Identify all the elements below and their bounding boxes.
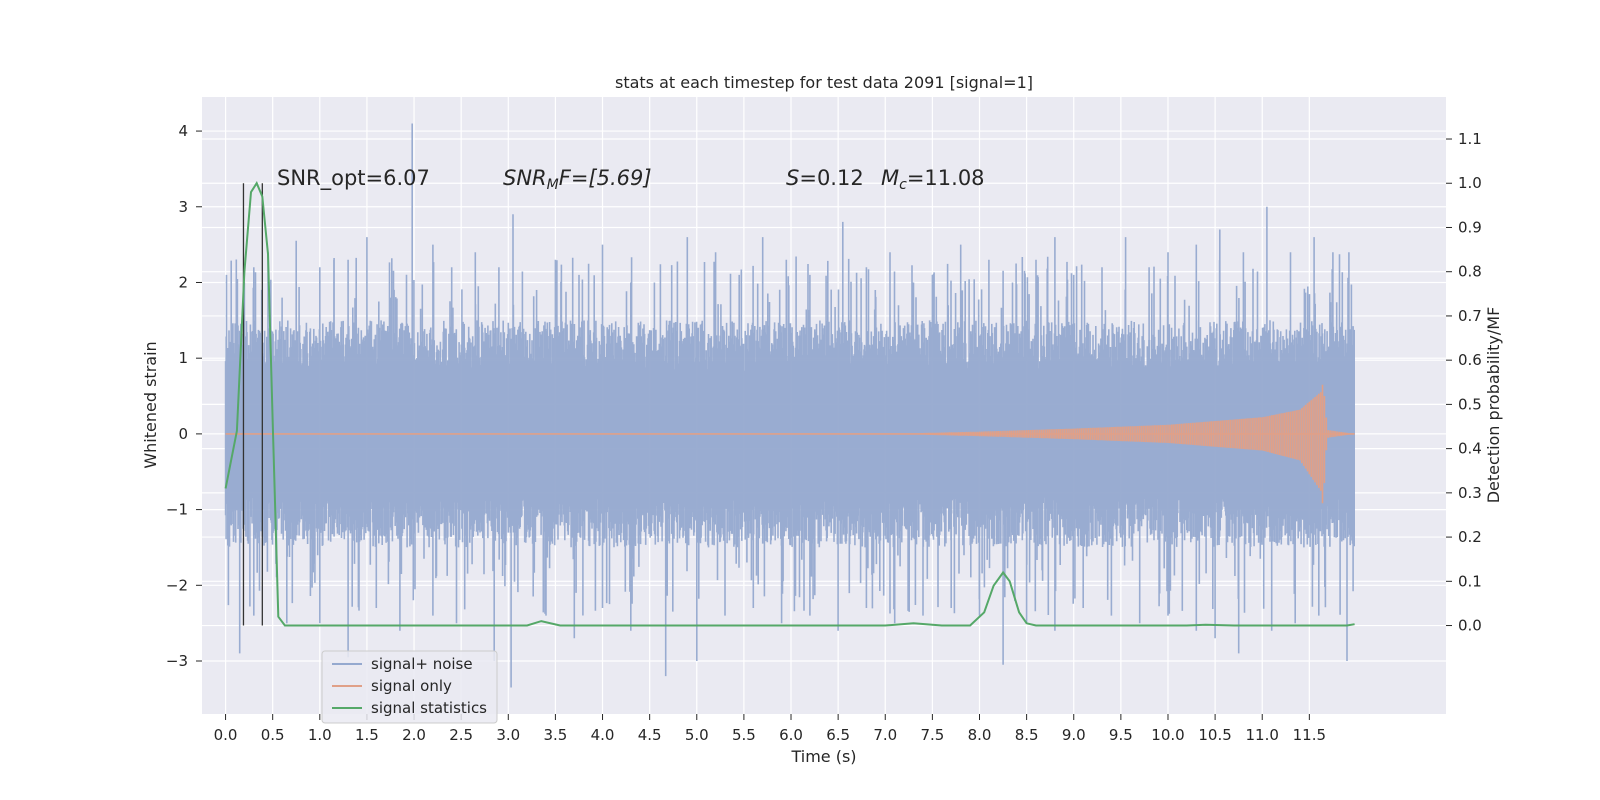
annotation-snr-mf-sub: M xyxy=(547,177,559,193)
x-tick-label: 11.0 xyxy=(1246,726,1279,744)
x-tick-label: 1.0 xyxy=(308,726,332,744)
x-tick-label: 11.5 xyxy=(1293,726,1326,744)
y2-tick-label: 0.3 xyxy=(1458,484,1482,502)
y2-tick-label: 0.8 xyxy=(1458,263,1482,281)
y-tick-label: 1 xyxy=(178,349,188,367)
y2-tick-label: 1.0 xyxy=(1458,174,1482,192)
y2-axis-label: Detection probability/MF xyxy=(1484,307,1503,504)
legend-box xyxy=(321,650,498,724)
annotation-mc-sub: c xyxy=(899,177,907,193)
annotation-mc: Mc=11.08 xyxy=(881,166,985,193)
x-tick-label: 5.5 xyxy=(732,726,756,744)
x-tick-label: 2.5 xyxy=(449,726,473,744)
series-signal-statistics-line xyxy=(224,181,1355,627)
y2-tick-label: 0.0 xyxy=(1458,617,1482,635)
y2-tick-label: 0.6 xyxy=(1458,351,1482,369)
x-tick-label: 3.5 xyxy=(543,726,567,744)
legend: signal+ noise signal only signal statist… xyxy=(321,650,498,724)
annotation-snr-mf-main: SNR xyxy=(503,166,547,190)
chart-title: stats at each timestep for test data 209… xyxy=(615,73,1033,92)
y2-tick-label: 0.1 xyxy=(1458,572,1482,590)
x-tick-label: 1.5 xyxy=(355,726,379,744)
annotation-mc-symbol: M xyxy=(881,166,899,190)
x-tick-label: 0.0 xyxy=(214,726,238,744)
y2-tick-label: 0.7 xyxy=(1458,307,1482,325)
series-layer xyxy=(224,123,1355,688)
axes: 0.0 0.5 1.0 1.5 2.0 2.5 3.0 3.5 4.0 4.5 5.0 5.5 6.0 6… xyxy=(166,122,1482,744)
y-tick-label: −2 xyxy=(166,576,188,594)
x-tick-label: 9.0 xyxy=(1062,726,1086,744)
x-tick-label: 10.5 xyxy=(1198,726,1231,744)
y2-tick-label: 0.4 xyxy=(1458,440,1482,458)
x-tick-label: 8.5 xyxy=(1015,726,1039,744)
x-tick-label: 4.0 xyxy=(591,726,615,744)
x-tick-label: 7.0 xyxy=(873,726,897,744)
y-axis-label: Whitened strain xyxy=(141,341,160,468)
annotation-s-value: =0.12 xyxy=(799,166,863,190)
annotation-snr-opt: SNR_opt=6.07 xyxy=(277,166,430,191)
x-tick-label: 3.0 xyxy=(496,726,520,744)
y-tick-label: −1 xyxy=(166,501,188,519)
y-tick-label: 2 xyxy=(178,273,188,291)
y2-tick-label: 0.2 xyxy=(1458,528,1482,546)
legend-label-signal-only: signal only xyxy=(371,677,452,695)
x-tick-label: 6.0 xyxy=(779,726,803,744)
annotation-s-symbol: S xyxy=(786,166,799,190)
legend-label-signal-statistics: signal statistics xyxy=(371,699,487,717)
y-tick-label: 4 xyxy=(178,122,188,140)
annotation-snr-mf: SNRMF=[5.69] xyxy=(503,166,652,193)
legend-label-signal-noise: signal+ noise xyxy=(371,655,473,673)
y-tick-label: 3 xyxy=(178,198,188,216)
x-tick-label: 10.0 xyxy=(1151,726,1184,744)
y-tick-label: 0 xyxy=(178,425,188,443)
x-tick-label: 4.5 xyxy=(638,726,662,744)
x-tick-label: 2.0 xyxy=(402,726,426,744)
x-axis-label: Time (s) xyxy=(790,747,856,766)
x-tick-label: 8.0 xyxy=(968,726,992,744)
y2-tick-label: 0.9 xyxy=(1458,218,1482,236)
y-tick-label: −3 xyxy=(166,652,188,670)
annotation-s: S=0.12 xyxy=(786,166,864,190)
series-signal-only-line xyxy=(225,384,1355,504)
x-tick-label: 6.5 xyxy=(826,726,850,744)
annotation-mc-value: =11.08 xyxy=(907,166,985,190)
x-tick-label: 5.0 xyxy=(685,726,709,744)
x-tick-label: 7.5 xyxy=(920,726,944,744)
y2-tick-label: 1.1 xyxy=(1458,130,1482,148)
annotation-snr-mf-rest: F=[5.69] xyxy=(559,166,652,190)
y2-tick-label: 0.5 xyxy=(1458,395,1482,413)
x-tick-label: 9.5 xyxy=(1109,726,1133,744)
x-tick-label: 0.5 xyxy=(261,726,285,744)
